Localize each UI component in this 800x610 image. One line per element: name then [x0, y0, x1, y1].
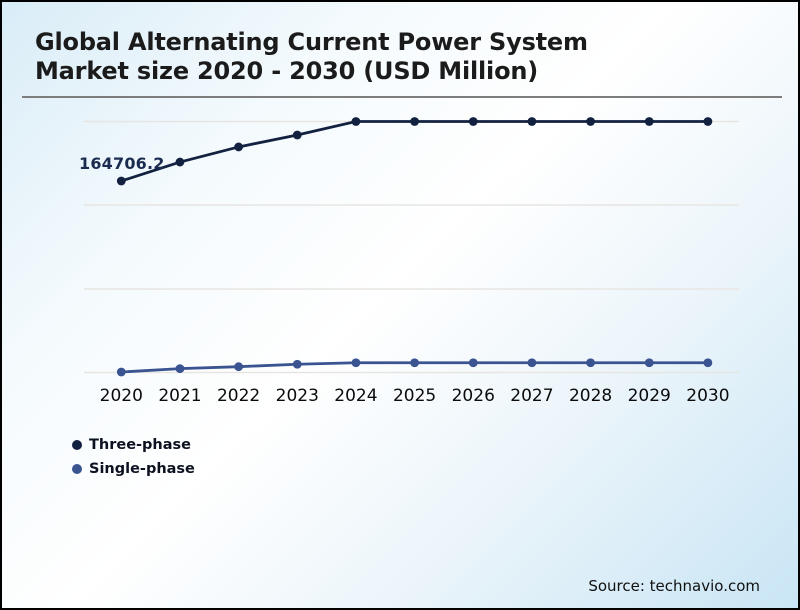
data-point-three-phase-2024: [351, 117, 361, 126]
title-line-2: Market size 2020 - 2030 (USD Million): [35, 57, 539, 85]
data-point-three-phase-2026: [468, 117, 478, 126]
data-point-three-phase-2023: [292, 130, 302, 140]
page-title: Global Alternating Current Power System …: [35, 28, 735, 86]
data-point-three-phase-2028: [586, 117, 595, 126]
data-point-single-phase-2024: [351, 358, 361, 368]
data-point-three-phase-2020: [116, 176, 126, 186]
source-attribution: Source: technavio.com: [588, 577, 760, 595]
data-point-three-phase-2030: [703, 117, 713, 126]
data-point-three-phase-2022: [234, 142, 244, 152]
x-axis-label-2029: 2029: [627, 386, 671, 406]
x-axis-label-2027: 2027: [510, 386, 554, 406]
x-axis-label-2025: 2025: [392, 386, 437, 406]
x-axis-label-2024: 2024: [334, 386, 378, 406]
data-point-single-phase-2022: [234, 362, 244, 372]
chart-header: Global Alternating Current Power System …: [2, 28, 798, 86]
data-point-single-phase-2028: [586, 358, 595, 368]
data-point-single-phase-2020: [116, 367, 126, 377]
data-point-single-phase-2030: [703, 358, 713, 368]
title-divider: [22, 96, 782, 98]
data-point-three-phase-2025: [410, 117, 419, 126]
x-axis-label-2023: 2023: [275, 386, 319, 406]
data-point-three-phase-2021: [175, 157, 185, 167]
data-point-single-phase-2027: [527, 358, 537, 368]
x-axis-label-2022: 2022: [216, 386, 261, 406]
x-axis-label-2021: 2021: [158, 386, 202, 406]
legend-label-single-phase: Single-phase: [89, 460, 195, 477]
legend-item-single-phase: Single-phase: [72, 459, 195, 478]
series-layer: [116, 117, 713, 377]
data-point-single-phase-2026: [468, 358, 478, 368]
legend-dot-three-phase-icon: [72, 439, 82, 450]
data-point-single-phase-2023: [292, 359, 302, 369]
series-line-three-phase: [120, 120, 708, 183]
data-point-three-phase-2027: [527, 117, 537, 126]
legend-dot-single-phase-icon: [72, 463, 82, 474]
data-point-label-three-phase-2020: 164706.2: [79, 154, 165, 173]
data-point-three-phase-2029: [644, 117, 654, 126]
legend-item-three-phase: Three-phase: [72, 435, 195, 454]
title-line-1: Global Alternating Current Power System: [35, 28, 588, 56]
x-axis-labels: 2020 2021 2022 2023 2024 2025 2026 2027 2028 2029…: [2, 386, 798, 410]
data-point-single-phase-2025: [410, 358, 419, 368]
legend-label-three-phase: Three-phase: [89, 436, 192, 453]
data-point-single-phase-2021: [175, 364, 185, 374]
data-point-single-phase-2029: [644, 358, 654, 368]
legend: Three-phase Single-phase: [72, 435, 195, 478]
x-axis-label-2026: 2026: [451, 386, 495, 406]
x-axis-label-2028: 2028: [568, 386, 613, 406]
x-axis-label-2020: 2020: [99, 386, 143, 406]
x-axis-label-2030: 2030: [686, 386, 730, 406]
